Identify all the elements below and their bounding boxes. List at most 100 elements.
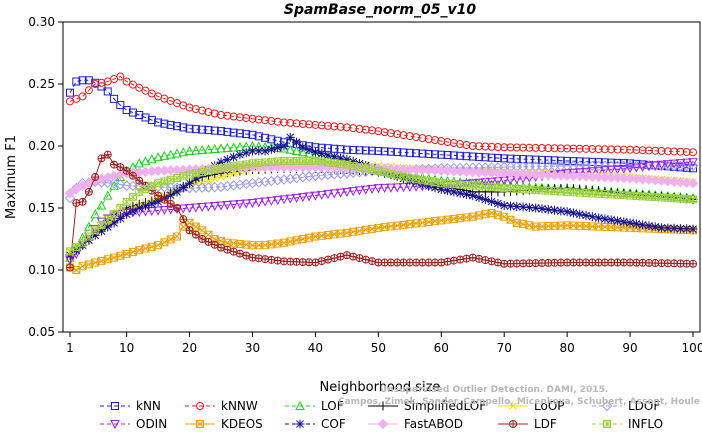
data-point-lof bbox=[191, 145, 201, 155]
data-point-knnw bbox=[418, 134, 427, 143]
data-point-fastabod bbox=[631, 173, 642, 184]
data-point-ldof bbox=[687, 160, 699, 172]
data-point-knn bbox=[217, 127, 226, 136]
data-point-cof bbox=[266, 144, 276, 154]
data-point-odin bbox=[612, 165, 623, 175]
legend-item-ldf: LDF bbox=[498, 417, 557, 431]
data-point-knnw bbox=[330, 122, 339, 131]
data-point-fastabod bbox=[675, 177, 686, 188]
data-point-knn bbox=[198, 125, 207, 134]
data-point-cof bbox=[625, 218, 635, 228]
data-point-odin bbox=[618, 164, 629, 174]
data-point-odin bbox=[606, 165, 617, 175]
data-point-lof bbox=[184, 145, 195, 155]
legend-label: FastABOD bbox=[404, 417, 463, 431]
y-axis: 0.05 0.10 0.15 0.20 0.25 0.30 bbox=[28, 15, 63, 339]
data-point-lof bbox=[178, 147, 189, 157]
data-point-odin bbox=[360, 185, 371, 195]
data-point-ldf bbox=[128, 171, 137, 180]
data-point-knnw bbox=[475, 142, 484, 151]
data-point-odin bbox=[688, 158, 698, 168]
data-point-knnw bbox=[462, 141, 471, 150]
data-point-kdeos bbox=[84, 260, 93, 269]
legend-marker bbox=[295, 419, 305, 429]
data-point-odin bbox=[253, 198, 264, 208]
data-point-knnw bbox=[594, 145, 603, 154]
data-point-knnw bbox=[670, 147, 679, 156]
legend-item-ldof: LDOF bbox=[592, 399, 660, 413]
data-point-fastabod bbox=[687, 177, 699, 189]
watermark-line-2: Unsupervised Outlier Detection. DAMI, 20… bbox=[380, 385, 608, 395]
data-point-ldf bbox=[462, 254, 471, 263]
data-point-knnw bbox=[607, 145, 616, 154]
data-point-knnw bbox=[481, 142, 490, 151]
data-point-ldf bbox=[172, 204, 181, 212]
data-point-odin bbox=[291, 193, 302, 203]
data-point-knnw bbox=[355, 124, 364, 133]
data-point-knnw bbox=[273, 117, 282, 126]
data-point-knn bbox=[537, 155, 546, 164]
data-point-fastabod bbox=[637, 174, 648, 185]
data-point-knnw bbox=[147, 89, 156, 98]
data-point-knn bbox=[386, 147, 395, 156]
data-point-cof bbox=[178, 183, 188, 193]
data-point-knn bbox=[594, 158, 603, 167]
data-point-cof bbox=[537, 204, 547, 214]
data-point-odin bbox=[373, 184, 384, 194]
data-point-knn bbox=[361, 146, 370, 155]
data-point-cof bbox=[172, 187, 182, 197]
data-point-odin bbox=[631, 163, 642, 173]
data-point-knn bbox=[462, 152, 471, 161]
legend-marker bbox=[378, 401, 388, 411]
data-point-ldf bbox=[97, 154, 106, 163]
x-tick-label: 1 bbox=[66, 341, 74, 355]
legend-label: LDOF bbox=[628, 399, 660, 413]
data-point-cof bbox=[587, 212, 597, 222]
data-point-odin bbox=[342, 187, 352, 197]
x-tick-label: 100 bbox=[682, 341, 702, 355]
legend-label: ODIN bbox=[136, 417, 167, 431]
data-point-kdeos bbox=[172, 232, 181, 241]
data-point-fastabod bbox=[681, 177, 692, 188]
data-point-knn bbox=[493, 154, 502, 163]
data-point-odin bbox=[587, 167, 598, 177]
data-point-odin bbox=[574, 168, 585, 178]
data-point-cof bbox=[650, 222, 660, 232]
legend-marker bbox=[111, 402, 119, 410]
data-point-knn bbox=[563, 156, 572, 165]
data-point-cof bbox=[241, 148, 251, 158]
legend-label: COF bbox=[321, 417, 346, 431]
data-point-lof bbox=[222, 142, 233, 152]
data-point-lof bbox=[96, 200, 107, 210]
data-point-knn bbox=[210, 126, 219, 135]
data-point-lof bbox=[153, 152, 163, 162]
data-point-knn bbox=[468, 152, 477, 161]
data-point-knn bbox=[235, 129, 244, 138]
data-point-lof bbox=[228, 142, 239, 152]
data-point-cof bbox=[531, 203, 541, 213]
series-inflo bbox=[66, 156, 697, 256]
data-point-knn bbox=[141, 113, 150, 122]
data-point-inflo bbox=[72, 243, 81, 252]
data-point-knn bbox=[66, 88, 74, 97]
data-point-odin bbox=[298, 193, 308, 203]
legend-marker bbox=[509, 420, 517, 428]
data-point-knnw bbox=[386, 129, 395, 138]
data-point-odin bbox=[191, 203, 201, 213]
data-point-lof bbox=[291, 145, 302, 155]
data-point-knnw bbox=[632, 145, 641, 154]
data-point-knnw bbox=[380, 128, 389, 137]
data-point-odin bbox=[241, 199, 252, 209]
y-tick-label: 0.10 bbox=[28, 263, 55, 277]
data-point-knnw bbox=[689, 148, 697, 157]
data-point-ldof bbox=[64, 192, 76, 204]
data-point-ldf bbox=[160, 195, 169, 204]
data-point-odin bbox=[681, 158, 692, 168]
data-point-knn bbox=[626, 159, 635, 168]
data-point-cof bbox=[449, 187, 459, 197]
data-point-ldf bbox=[456, 255, 465, 264]
data-point-knnw bbox=[525, 143, 534, 152]
data-point-knnw bbox=[317, 121, 326, 130]
data-point-cof bbox=[317, 149, 327, 159]
